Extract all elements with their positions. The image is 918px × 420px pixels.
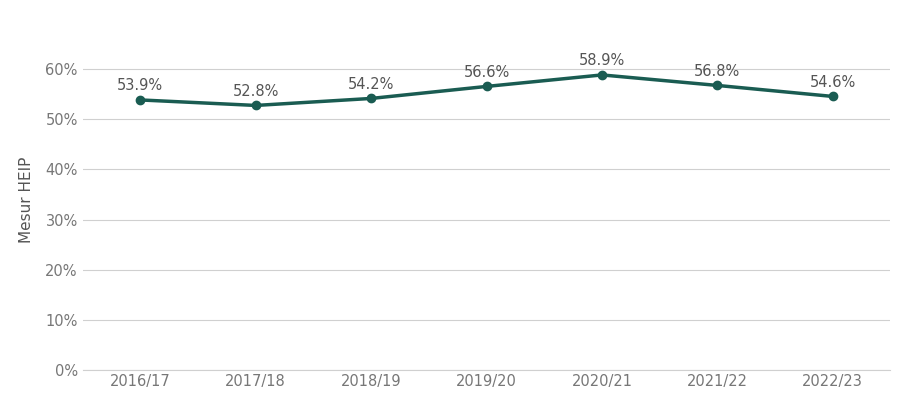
Text: 56.8%: 56.8%	[694, 64, 741, 79]
Text: 54.6%: 54.6%	[810, 75, 856, 90]
Y-axis label: Mesur HEIP: Mesur HEIP	[19, 156, 34, 243]
Text: 58.9%: 58.9%	[579, 53, 625, 68]
Text: 56.6%: 56.6%	[464, 65, 509, 80]
Text: 53.9%: 53.9%	[118, 79, 163, 93]
Text: 54.2%: 54.2%	[348, 77, 395, 92]
Text: 52.8%: 52.8%	[232, 84, 279, 99]
